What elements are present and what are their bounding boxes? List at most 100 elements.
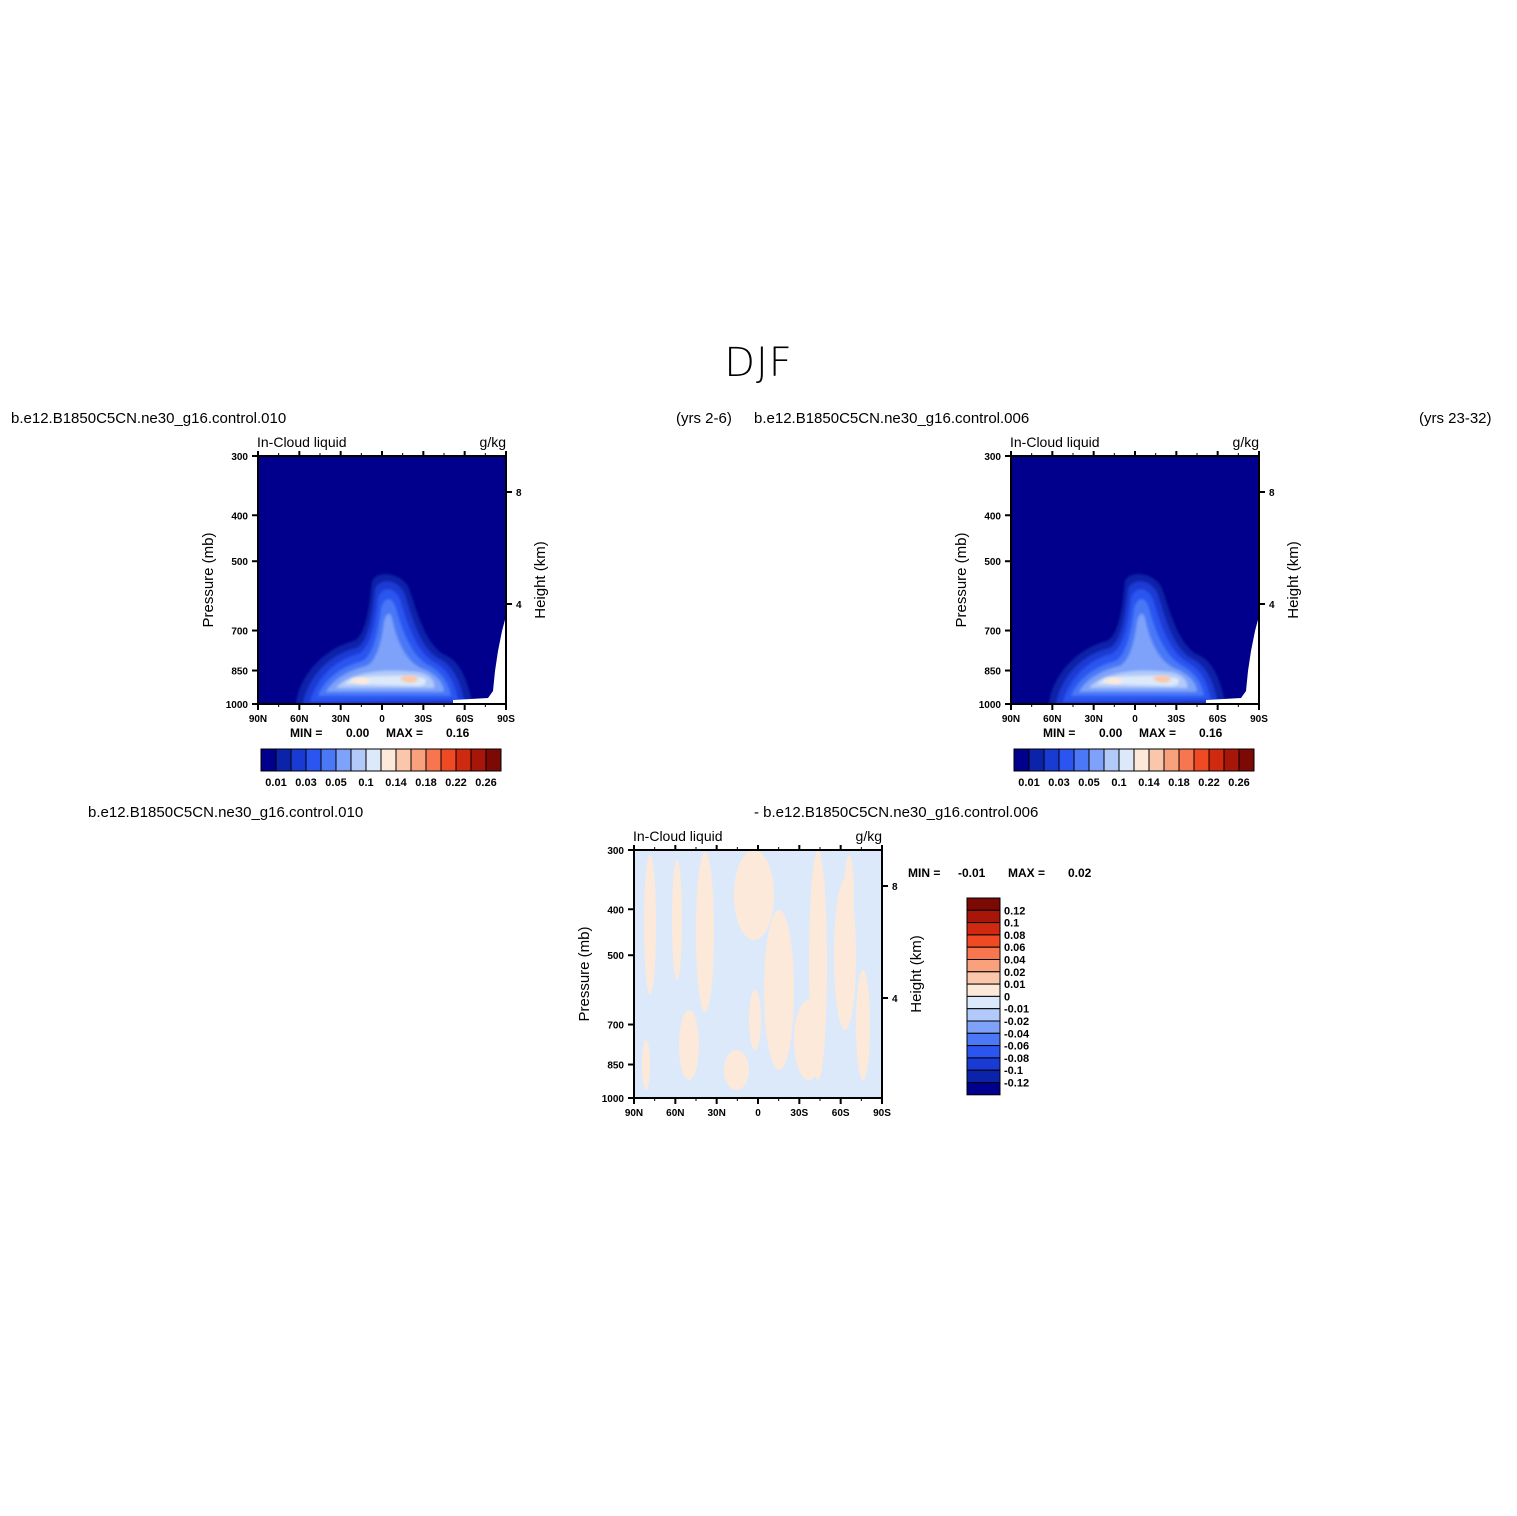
panel-0-xtick-label-3: 0 xyxy=(379,714,385,725)
colorbar-2-box-7 xyxy=(966,983,1001,997)
panel-2-ytick-label-0: 300 xyxy=(607,846,624,857)
colorbar-2-label-5: 0.02 xyxy=(1004,967,1025,979)
panel-1-ytick-label-3: 700 xyxy=(984,627,1001,638)
panel-2-htick-label-0: 8 xyxy=(892,882,898,893)
panel-2-min-label: MIN = xyxy=(908,866,940,880)
panel-2-anomaly-1 xyxy=(672,860,682,980)
panel-1-min-value: 0.00 xyxy=(1099,726,1123,740)
colorbar-0-box-8 xyxy=(380,748,397,772)
colorbar-1-box-0 xyxy=(1013,748,1030,772)
panel-0-xtick-label-5: 60S xyxy=(456,714,474,725)
colorbar-2-label-11: -0.06 xyxy=(1004,1041,1029,1053)
panel-2-case-right: - b.e12.B1850C5CN.ne30_g16.control.006 xyxy=(754,804,1038,821)
panel-2-anomaly-0 xyxy=(644,855,656,995)
colorbar-0-box-3 xyxy=(305,748,322,772)
panel-0-title-right: g/kg xyxy=(480,434,506,450)
colorbar-2-label-0: 0.12 xyxy=(1004,905,1025,917)
panel-1-contour-8 xyxy=(1153,675,1171,683)
colorbar-2-label-14: -0.12 xyxy=(1004,1078,1029,1090)
panel-0-min-value: 0.00 xyxy=(346,726,370,740)
colorbar-0-box-15 xyxy=(485,748,502,772)
colorbar-1-box-15 xyxy=(1238,748,1255,772)
panel-0-xtick-label-2: 30N xyxy=(331,714,349,725)
panel-1-xtick-label-1: 60N xyxy=(1043,714,1061,725)
colorbar-2-box-8 xyxy=(966,995,1001,1010)
panel-1-max-label: MAX = xyxy=(1139,726,1176,740)
colorbar-0-label-4: 0.14 xyxy=(385,777,407,789)
panel-0-case-name: b.e12.B1850C5CN.ne30_g16.control.010 xyxy=(11,410,286,427)
colorbar-1-box-6 xyxy=(1103,748,1120,772)
panel-2-xtick-label-6: 90S xyxy=(873,1108,891,1119)
panel-2-xtick-label-4: 30S xyxy=(790,1108,808,1119)
panel-1-htick-label-1: 4 xyxy=(1269,600,1275,611)
panel-2-xtick-label-1: 60N xyxy=(666,1108,684,1119)
panel-0-ytick-label-4: 850 xyxy=(231,667,248,678)
panel-2-htick-label-1: 4 xyxy=(892,994,898,1005)
panel-0-terrain-mask xyxy=(453,616,506,704)
panel-1-ytick-label-2: 500 xyxy=(984,557,1001,568)
colorbar-1-box-14 xyxy=(1223,748,1240,772)
panel-1-min-label: MIN = xyxy=(1043,726,1075,740)
panel-2-anomaly-4 xyxy=(764,910,794,1070)
panel-2-title-left: In-Cloud liquid xyxy=(633,828,723,844)
panel-1-terrain-mask xyxy=(1206,616,1259,704)
panel-0-years: (yrs 2-6) xyxy=(676,410,732,427)
colorbar-1-label-6: 0.22 xyxy=(1198,777,1219,789)
panel-2-ytick-label-1: 400 xyxy=(607,905,624,916)
colorbar-0-box-6 xyxy=(350,748,367,772)
panel-2-anomaly-2 xyxy=(696,852,714,1012)
colorbar-2-box-10 xyxy=(966,1020,1001,1034)
panel-1-xtick-label-5: 60S xyxy=(1209,714,1227,725)
colorbar-0-box-2 xyxy=(290,748,307,772)
colorbar-1-label-5: 0.18 xyxy=(1168,777,1189,789)
colorbar-0-box-11 xyxy=(425,748,442,772)
colorbar-0-label-7: 0.26 xyxy=(475,777,496,789)
colorbar-1-box-2 xyxy=(1043,748,1060,772)
panel-1-max-value: 0.16 xyxy=(1199,726,1223,740)
colorbar-1-box-8 xyxy=(1133,748,1150,772)
colorbar-2-label-13: -0.1 xyxy=(1004,1065,1023,1077)
figure-title: DJF xyxy=(724,340,793,386)
colorbar-0-box-12 xyxy=(440,748,457,772)
panel-1-htick-label-0: 8 xyxy=(1269,488,1275,499)
colorbar-0-label-6: 0.22 xyxy=(445,777,466,789)
colorbar-2-label-12: -0.08 xyxy=(1004,1053,1029,1065)
panel-2-title-right: g/kg xyxy=(856,828,882,844)
panel-2-anomaly-9 xyxy=(724,1050,749,1090)
colorbar-1-label-0: 0.01 xyxy=(1018,777,1039,789)
panel-0-htick-label-0: 8 xyxy=(516,488,522,499)
colorbar-2-box-14 xyxy=(966,1069,1001,1083)
panel-0-xtick-label-6: 90S xyxy=(497,714,515,725)
panel-0-xtick-label-1: 60N xyxy=(290,714,308,725)
colorbar-0-label-2: 0.05 xyxy=(325,777,346,789)
colorbar-1-box-12 xyxy=(1193,748,1210,772)
panel-2-ytick-label-3: 700 xyxy=(607,1021,624,1032)
colorbar-2-box-15 xyxy=(966,1082,1001,1096)
colorbar-2-box-5 xyxy=(966,959,1001,973)
panel-2-ytick-label-2: 500 xyxy=(607,951,624,962)
panel-1-xtick-label-2: 30N xyxy=(1084,714,1102,725)
panel-2-max-value: 0.02 xyxy=(1068,866,1092,880)
panel-0-ytick-label-3: 700 xyxy=(231,627,248,638)
panel-0-ytick-label-5: 1000 xyxy=(226,700,249,711)
panel-0-min-label: MIN = xyxy=(290,726,322,740)
colorbar-2-label-6: 0.01 xyxy=(1004,979,1025,991)
panel-2-xtick-label-3: 0 xyxy=(755,1108,761,1119)
colorbar-2-label-4: 0.04 xyxy=(1004,955,1026,967)
panel-1-ytick-label-5: 1000 xyxy=(979,700,1002,711)
panel-1-ytick-label-4: 850 xyxy=(984,667,1001,678)
panel-1-xtick-label-0: 90N xyxy=(1002,714,1020,725)
panel-1-xtick-label-3: 0 xyxy=(1132,714,1138,725)
panel-1-xtick-label-4: 30S xyxy=(1167,714,1185,725)
colorbar-1-box-3 xyxy=(1058,748,1075,772)
panel-0-ylabel: Pressure (mb) xyxy=(200,532,217,627)
panel-1-title-right: g/kg xyxy=(1233,434,1259,450)
colorbar-0-box-7 xyxy=(365,748,382,772)
panel-0-ytick-label-0: 300 xyxy=(231,452,248,463)
colorbar-2-label-8: -0.01 xyxy=(1004,1004,1029,1016)
colorbar-2-box-9 xyxy=(966,1008,1001,1022)
colorbar-0-box-1 xyxy=(275,748,292,772)
colorbar-0-box-5 xyxy=(335,748,352,772)
panel-2-ytick-label-5: 1000 xyxy=(602,1094,625,1105)
